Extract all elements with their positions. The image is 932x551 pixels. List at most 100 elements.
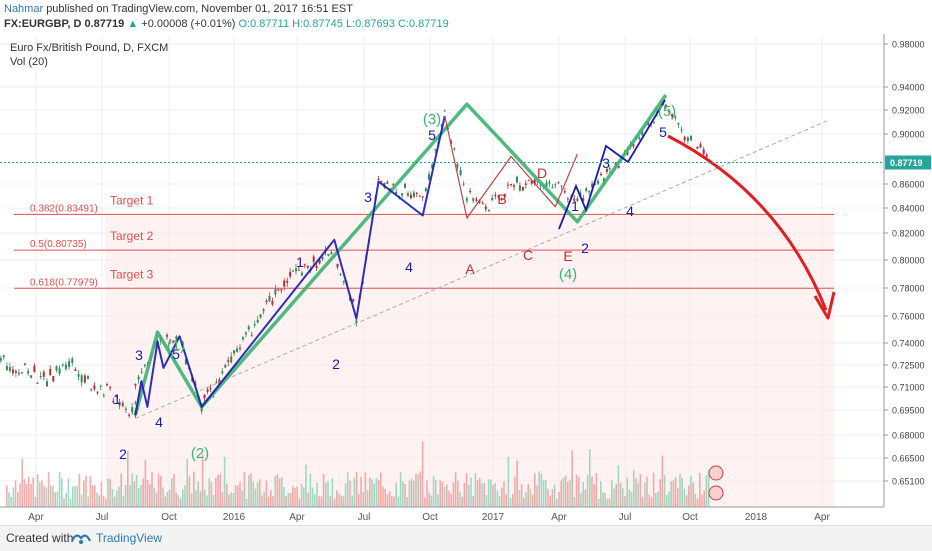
volume-bar [285,496,287,507]
candle [702,146,705,156]
candle [221,368,224,375]
candle-body [306,265,309,268]
candle-body [530,181,533,184]
candle [17,369,20,376]
volume-bar [142,478,144,507]
candle [93,382,96,391]
volume-bar [553,484,556,507]
volume-bar [250,473,252,507]
volume-bar [582,482,584,507]
up-arrow-icon: ▲ [127,18,139,30]
candle-body [680,129,683,131]
volume-bar [575,474,578,507]
candle-body [271,300,274,305]
ohlc-values: O:0.87711 H:0.87745 L:0.87693 C:0.87719 [238,18,449,30]
candle-body [424,188,427,191]
volume-bar [630,491,633,507]
volume-bar [157,473,160,507]
volume-bar [204,489,206,507]
volume-bar [50,485,52,507]
y-tick-label: 0.74000 [892,339,925,349]
candle-body [289,271,292,277]
candle-body [554,184,557,186]
volume-bar [162,487,164,507]
volume-bar [567,481,569,507]
candle [274,284,277,298]
volume-bar [270,489,272,507]
volume-bar [604,492,606,507]
candle [339,272,342,276]
footer-bar: Created with TradingView [0,525,932,551]
volume-bar [17,492,19,507]
candle-body [588,191,591,193]
candle [516,175,518,184]
volume-bar [237,485,239,507]
volume-bar [349,480,351,507]
candle [585,186,588,193]
volume-bar [421,441,424,507]
quote-line: FX:EURGBP, D 0.87719 ▲ +0.00008 (+0.01%)… [4,18,449,30]
price-chart[interactable]: 0.382(0.83491) Target 1 0.5(0.80735) Target… [0,34,932,525]
x-tick-label: Apr [289,512,305,523]
candle-body [286,280,289,283]
candle-body [300,272,303,276]
candle [465,196,468,204]
candle [380,180,383,183]
x-tick-label: Jul [358,512,371,523]
author-link[interactable]: Nahmar [4,3,44,15]
volume-bar [435,480,437,507]
volume-bar [692,482,694,507]
candle [297,266,300,271]
candle [46,378,48,387]
volume-bar [333,498,336,507]
candle-body [510,184,513,185]
wave-label: 3 [364,189,372,205]
volume-bar [342,496,345,507]
candle-body [303,264,306,266]
volume-bar [362,492,364,507]
volume-bar [410,479,413,507]
candle [563,188,566,195]
candle-body [428,174,430,180]
volume-bar [380,472,382,507]
forecast-arrowhead [813,291,836,320]
candle-body [431,164,434,169]
candle [677,122,680,128]
candle-body [118,401,121,406]
volume-bar [494,483,496,507]
candle-body [46,381,48,387]
candle [352,298,355,303]
candle-body [617,165,620,168]
volume-bar [52,486,54,507]
candle [215,378,218,384]
volume-indicator-label: Vol (20) [10,56,48,68]
volume-bar [707,469,710,507]
volume-bar [694,493,697,507]
candle-body [506,184,509,186]
volume-bar [571,450,573,507]
candle-body [128,414,131,416]
volume-bar [344,483,347,507]
volume-bar [551,489,554,507]
volume-bar [188,476,191,507]
y-tick-label: 0.86000 [892,180,925,190]
candle [315,262,318,271]
wave-label: (4) [559,266,577,283]
candle-body [134,402,137,404]
candle [680,126,683,134]
volume-bar [340,495,342,507]
wave-label: 4 [405,259,413,275]
candle-body [705,154,708,157]
volume-bar [217,474,219,507]
volume-bar [624,496,626,507]
candle [106,382,108,387]
volume-bar [195,490,197,507]
candle-body [256,320,259,323]
volume-bar [298,498,301,507]
candle-body [268,295,271,302]
volume-bar [602,492,604,507]
candle [608,166,611,174]
tradingview-brand-link[interactable]: TradingView [96,531,163,545]
volume-bar [296,486,298,507]
volume-bar [617,465,620,507]
